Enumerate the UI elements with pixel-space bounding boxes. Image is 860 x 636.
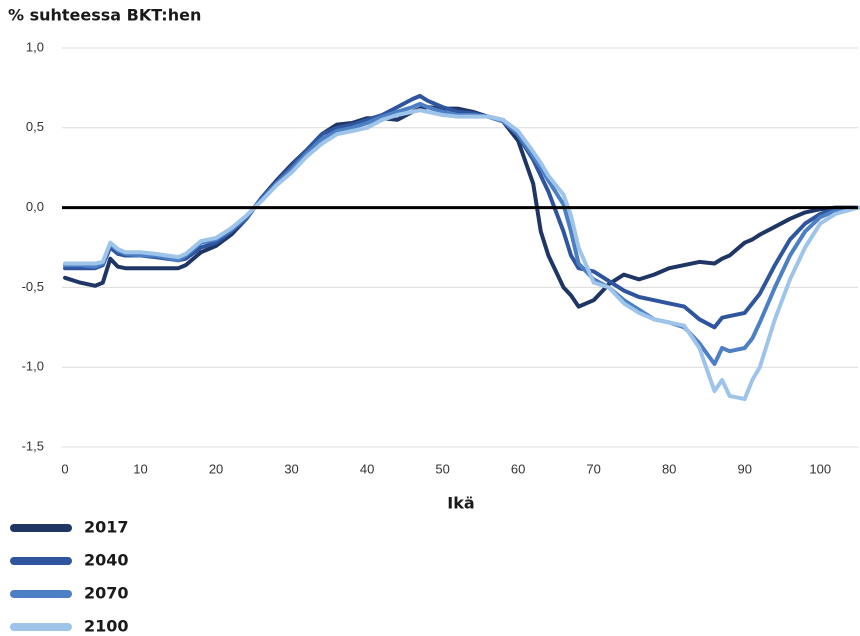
series-line bbox=[63, 93, 860, 330]
x-tick-label: 70 bbox=[586, 461, 600, 476]
x-tick-label: 90 bbox=[737, 461, 751, 476]
x-axis-label: Ikä bbox=[447, 494, 474, 513]
y-tick-label: 0,5 bbox=[26, 119, 44, 134]
x-tick-label: 100 bbox=[809, 461, 831, 476]
x-tick-label: 30 bbox=[284, 461, 298, 476]
y-tick-label: -0,5 bbox=[22, 279, 44, 294]
y-tick-label: -1,0 bbox=[22, 359, 44, 374]
x-tick-label: 60 bbox=[511, 461, 525, 476]
legend-label: 2017 bbox=[84, 518, 129, 537]
x-tick-label: 20 bbox=[209, 461, 223, 476]
y-tick-label: 0,0 bbox=[26, 199, 44, 214]
legend-label: 2070 bbox=[84, 584, 129, 603]
series-line bbox=[63, 108, 860, 402]
x-tick-label: 40 bbox=[360, 461, 374, 476]
series-line bbox=[63, 101, 860, 366]
x-tick-label: 80 bbox=[662, 461, 676, 476]
x-tick-label: 50 bbox=[435, 461, 449, 476]
series-line bbox=[63, 105, 860, 309]
y-axis-label: % suhteessa BKT:hen bbox=[8, 6, 201, 25]
legend-label: 2040 bbox=[84, 551, 129, 570]
y-tick-label: -1,5 bbox=[22, 438, 44, 453]
y-tick-label: 1,0 bbox=[26, 39, 44, 54]
legend-label: 2100 bbox=[84, 617, 129, 636]
x-tick-label: 0 bbox=[61, 461, 68, 476]
x-tick-label: 10 bbox=[133, 461, 147, 476]
